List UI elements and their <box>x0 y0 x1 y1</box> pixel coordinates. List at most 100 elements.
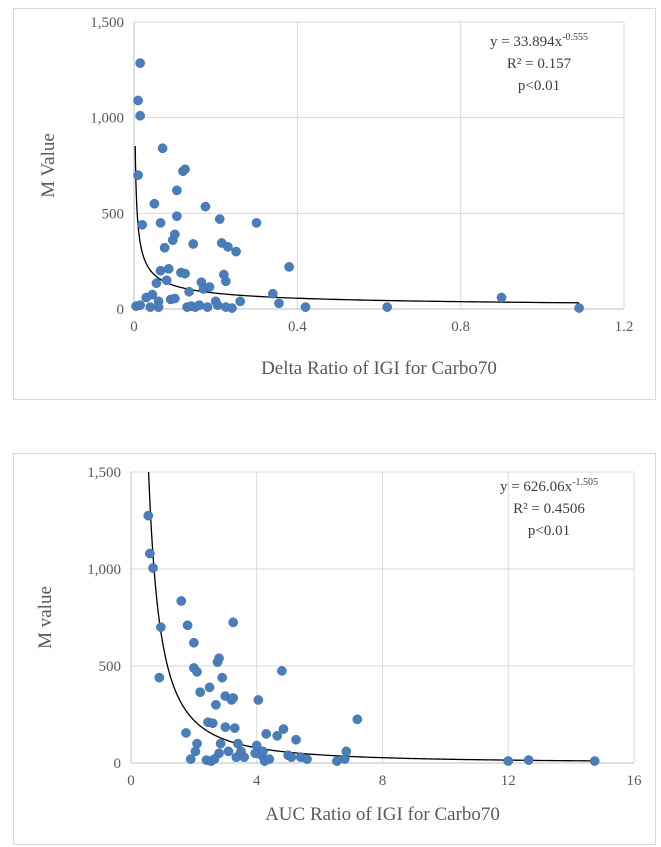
data-point <box>211 699 221 710</box>
data-point <box>192 738 202 749</box>
data-point <box>155 218 166 228</box>
data-point <box>143 510 154 521</box>
equation-line: y = 626.06x-1.505 <box>499 477 599 496</box>
data-point <box>341 746 352 757</box>
data-point <box>188 239 199 249</box>
data-point <box>503 756 514 766</box>
data-point <box>496 292 507 303</box>
x-tick-label: 0 <box>127 773 135 789</box>
y-tick-label: 1,500 <box>90 15 124 31</box>
data-point <box>184 286 194 297</box>
data-point <box>155 265 166 276</box>
data-point <box>147 289 158 300</box>
y-axis-title: M Value <box>38 133 59 198</box>
x-axis-title: AUC Ratio of IGI for Carbo70 <box>265 804 500 825</box>
x-tick-label: 12 <box>501 773 516 789</box>
data-point <box>264 754 275 764</box>
data-point <box>151 278 162 289</box>
chart-panel-delta: 0 0.4 0.8 1.2 0 500 1,000 1,500 Delta Ratio of I… <box>13 8 656 400</box>
data-point <box>153 302 164 312</box>
x-tick-label: 0 <box>130 319 138 335</box>
data-point <box>251 218 262 228</box>
data-point <box>169 293 180 304</box>
x-tick-label: 16 <box>627 773 643 789</box>
data-point <box>523 755 534 765</box>
data-point <box>214 748 224 759</box>
power-trendline <box>134 146 580 304</box>
y-tick-label: 500 <box>99 659 122 675</box>
x-tick-label: 0.4 <box>288 319 307 335</box>
data-point <box>189 637 199 648</box>
data-point <box>148 563 158 573</box>
data-point <box>145 548 155 559</box>
data-point <box>180 164 190 175</box>
data-point <box>261 729 272 739</box>
data-point <box>223 241 233 252</box>
equation-box-delta: y = 33.894x-0.555 R² = 0.157 p<0.01 <box>459 31 619 97</box>
data-point <box>220 722 231 732</box>
data-point <box>200 201 211 212</box>
data-point <box>180 268 190 279</box>
data-point <box>284 262 295 272</box>
data-point <box>217 672 228 683</box>
data-point <box>159 242 170 253</box>
data-point <box>253 695 264 705</box>
equation-line: y = 33.894x-0.555 <box>489 32 589 51</box>
data-point <box>228 617 239 628</box>
data-point <box>229 723 240 733</box>
data-point <box>212 300 223 311</box>
data-point <box>251 740 262 751</box>
r-squared-line: R² = 0.4506 <box>513 501 585 517</box>
data-point <box>258 746 268 757</box>
data-point <box>291 734 301 745</box>
x-axis-title: Delta Ratio of IGI for Carbo70 <box>261 358 497 379</box>
data-point <box>300 302 311 312</box>
power-trendline <box>147 471 595 762</box>
data-point <box>163 263 174 274</box>
r-squared-line: R² = 0.157 <box>506 56 572 72</box>
y-tick-label: 1,000 <box>87 562 121 578</box>
data-point <box>172 185 182 196</box>
data-point <box>231 246 241 257</box>
chart-panel-auc: 0 4 8 12 16 0 500 1,000 1,500 AUC Ratio of IGI fo… <box>13 453 656 845</box>
data-point <box>267 288 278 299</box>
data-point <box>145 302 156 312</box>
data-point <box>278 724 289 734</box>
data-point <box>382 302 393 312</box>
data-point <box>135 58 145 68</box>
data-point <box>194 300 205 311</box>
data-point <box>154 672 165 683</box>
data-point <box>207 718 218 729</box>
data-point <box>223 746 234 757</box>
data-point <box>133 170 143 180</box>
x-tick-label: 0.8 <box>451 319 470 335</box>
data-point <box>133 95 143 106</box>
data-point <box>157 143 168 154</box>
data-point <box>214 653 224 664</box>
x-tick-label: 8 <box>379 773 387 789</box>
data-point <box>272 730 283 741</box>
y-tick-label: 1,000 <box>90 111 124 127</box>
data-point <box>221 276 231 287</box>
data-point <box>302 754 312 764</box>
data-point <box>181 728 191 738</box>
data-point <box>182 620 193 631</box>
data-point <box>352 714 363 725</box>
data-point <box>214 214 225 224</box>
data-point <box>227 303 237 313</box>
data-point <box>228 693 239 703</box>
data-point <box>286 752 297 763</box>
data-point <box>135 110 145 121</box>
scatter-chart-delta: 0 0.4 0.8 1.2 0 500 1,000 1,500 Delta Ratio of I… <box>38 15 633 379</box>
data-point <box>185 754 196 764</box>
data-point <box>589 756 600 766</box>
data-point <box>156 622 166 633</box>
data-point <box>574 303 584 313</box>
data-point <box>137 219 148 230</box>
data-point <box>172 211 182 222</box>
data-point <box>195 687 206 698</box>
p-value-line: p<0.01 <box>517 78 561 94</box>
equation-box-auc: y = 626.06x-1.505 R² = 0.4506 p<0.01 <box>474 476 624 542</box>
data-point <box>235 296 246 307</box>
y-tick-label: 500 <box>102 206 125 222</box>
